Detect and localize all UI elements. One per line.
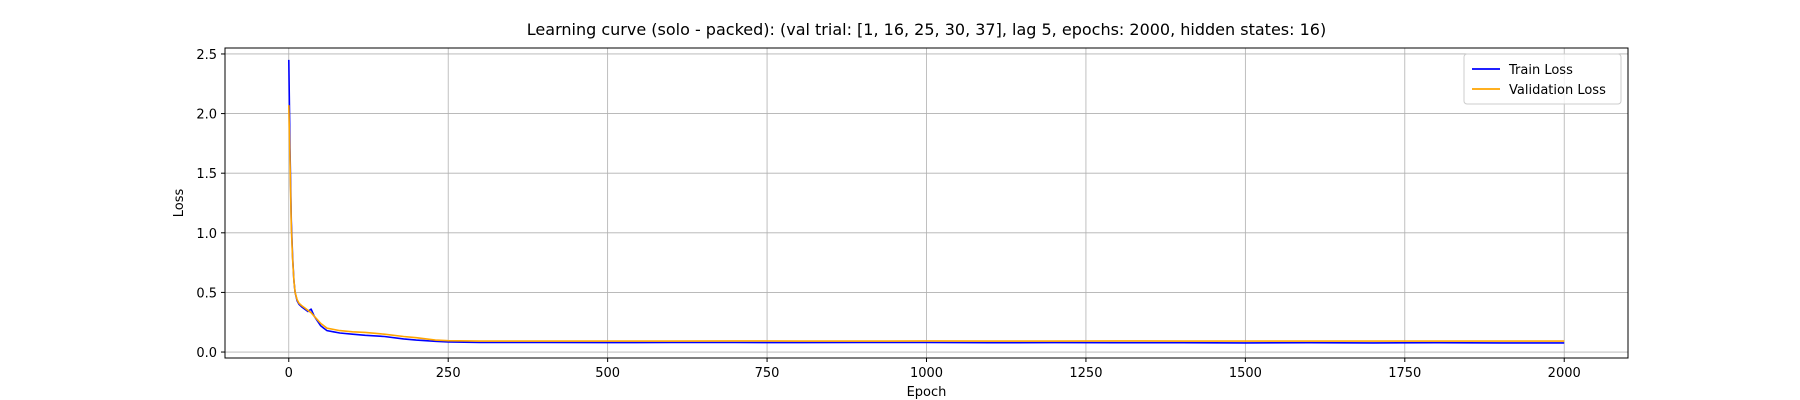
legend-box [1463,53,1622,105]
x-tick-label: 2000 [1548,366,1581,381]
y-tick-label: 2.5 [196,48,217,63]
x-tick-label: 1250 [1069,366,1102,381]
y-tick-label: 1.0 [196,227,217,242]
chart-title: Learning curve (solo - packed): (val tri… [527,20,1326,39]
x-tick-label: 0 [285,366,293,381]
x-tick-label: 1500 [1229,366,1262,381]
x-tick-label: 750 [755,366,780,381]
series-line-1 [288,105,1565,342]
y-tick-label: 0.5 [196,286,217,301]
series-lines [288,59,1565,344]
y-tick-label: 0.0 [196,346,217,361]
legend: Train Loss Validation Loss [1463,53,1622,105]
y-axis-label: Loss [172,189,187,218]
axis-ticks: 0 250 500 750 1000 1250 1500 1750 2000 0.0 0.5 1.0 1… [196,48,1580,381]
x-tick-label: 1000 [910,366,943,381]
legend-label: Validation Loss [1509,83,1606,98]
y-tick-label: 2.0 [196,108,217,123]
x-tick-label: 1750 [1388,366,1421,381]
x-axis-label: Epoch [907,385,947,400]
x-tick-label: 250 [436,366,461,381]
series-line-0 [288,59,1565,344]
legend-label: Train Loss [1508,63,1573,78]
x-tick-label: 500 [595,366,620,381]
y-tick-label: 1.5 [196,167,217,182]
